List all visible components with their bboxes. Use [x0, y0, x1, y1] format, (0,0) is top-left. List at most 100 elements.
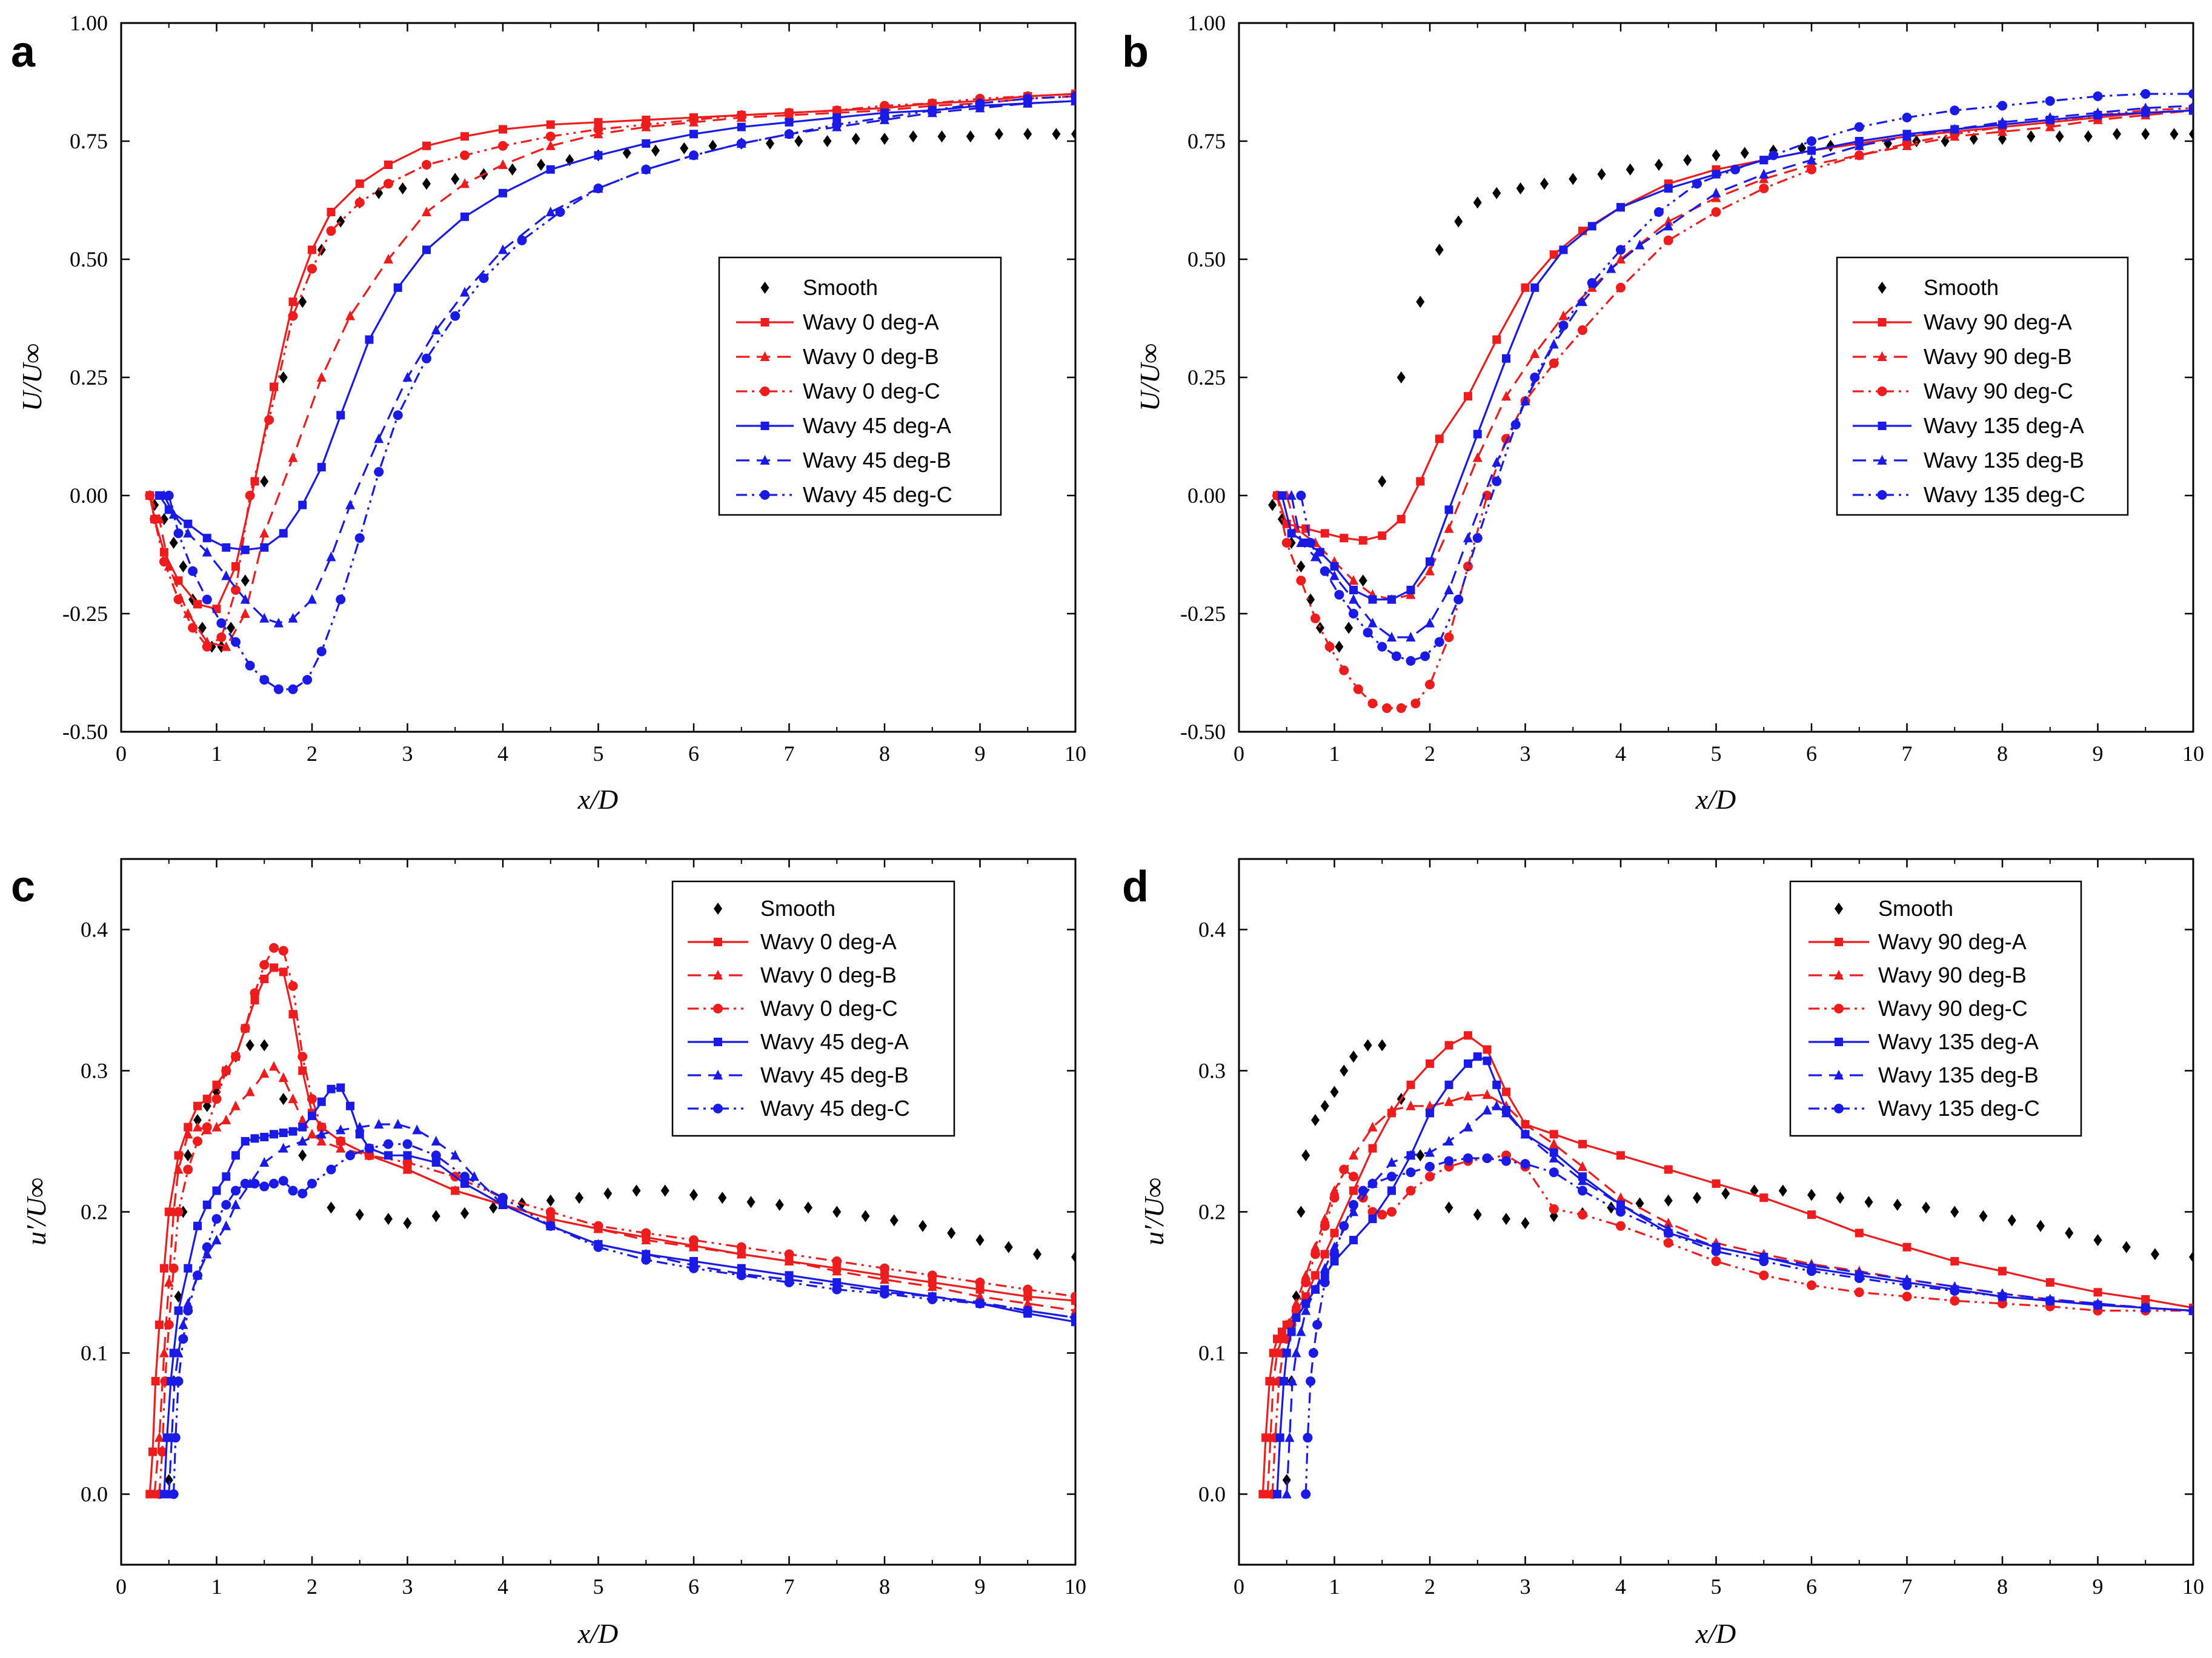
data-point — [880, 1288, 889, 1299]
data-point — [1349, 1236, 1358, 1245]
panel-c-x-axis-label: x/D — [577, 1618, 618, 1649]
legend-marker — [760, 455, 770, 465]
legend-entry: Wavy 0 deg-A — [736, 310, 939, 334]
panel-d-x-axis-label: x/D — [1695, 1618, 1736, 1649]
data-point — [736, 1248, 746, 1259]
data-point — [784, 1256, 794, 1266]
legend-marker — [1878, 422, 1887, 430]
data-point — [422, 245, 431, 254]
data-point — [1864, 1196, 1873, 1209]
data-point — [450, 311, 460, 321]
data-point — [221, 570, 231, 580]
data-point — [393, 1119, 403, 1129]
data-point — [1902, 113, 1912, 122]
legend-entry: Smooth — [1835, 896, 1953, 921]
y-tick-label: 0.75 — [1187, 129, 1226, 153]
data-point — [784, 1278, 794, 1287]
data-point — [231, 637, 241, 647]
data-point — [1363, 628, 1373, 638]
legend-label: Wavy 135 deg-B — [1878, 1063, 2039, 1087]
data-point — [880, 1274, 889, 1284]
data-point — [1367, 617, 1378, 628]
data-point — [1286, 490, 1297, 500]
data-point — [1664, 184, 1673, 193]
legend-label: Smooth — [760, 896, 835, 921]
data-point — [927, 1294, 937, 1304]
data-point — [1836, 1192, 1845, 1204]
data-point — [1950, 124, 1960, 134]
data-point — [1464, 1059, 1472, 1068]
legend-marker — [1834, 1004, 1844, 1013]
data-point — [1349, 1199, 1358, 1210]
data-point — [1330, 562, 1339, 571]
data-point — [211, 1235, 222, 1245]
data-point — [1349, 1172, 1358, 1182]
data-point — [259, 612, 270, 623]
series-line-wavy-90-deg-c — [1271, 1154, 2193, 1494]
data-point — [1281, 1488, 1292, 1499]
data-point — [384, 1213, 393, 1225]
legend-marker — [760, 282, 769, 294]
panel-a-legend-box — [718, 256, 1002, 516]
panel-b: b 0 1 2 3 4 5 6 7 8 9 10 -0.50 -0.25 0.00 0.25 0.50 0.75… — [1122, 11, 2204, 815]
data-point — [2113, 128, 2121, 141]
legend-label: Wavy 0 deg-C — [803, 379, 940, 403]
data-point — [1998, 1298, 2007, 1308]
y-tick-label: 0.4 — [1198, 918, 1226, 942]
data-point — [1549, 358, 1559, 368]
panel-c-legend: Smooth Wavy 0 deg-A Wavy 0 deg-B Wavy 0 deg… — [671, 880, 955, 1137]
data-point — [966, 130, 975, 143]
data-point — [1340, 534, 1349, 543]
data-point — [1730, 164, 1740, 174]
data-point — [545, 131, 556, 142]
data-point — [1004, 1241, 1013, 1253]
data-point — [1549, 1167, 1559, 1178]
data-point — [1549, 1204, 1559, 1214]
data-point — [1420, 651, 1430, 662]
series-line-wavy-45-deg-b — [163, 100, 1075, 625]
data-point — [231, 562, 240, 571]
data-point — [498, 1199, 508, 1209]
data-point — [975, 1234, 985, 1247]
data-point — [1893, 1198, 1902, 1211]
legend-marker — [713, 970, 723, 980]
data-point — [1406, 1185, 1416, 1196]
data-point — [1854, 150, 1864, 161]
data-point — [1549, 1152, 1559, 1162]
y-tick-label: 0.25 — [1187, 365, 1226, 390]
data-point — [250, 1178, 260, 1189]
legend-label: Smooth — [803, 275, 878, 300]
data-point — [1759, 1193, 1769, 1202]
data-point — [384, 161, 393, 169]
x-tick-label: 7 — [1902, 1574, 1913, 1599]
data-point — [1759, 184, 1769, 193]
data-point — [1308, 1348, 1318, 1358]
data-point — [1297, 560, 1306, 572]
data-point — [316, 372, 327, 382]
data-point — [241, 1137, 250, 1146]
data-point — [1435, 434, 1444, 443]
data-point — [1549, 1130, 1558, 1139]
data-point — [784, 1249, 794, 1259]
y-tick-label: 0.0 — [81, 1482, 108, 1507]
data-point — [1558, 310, 1569, 320]
legend-marker — [1877, 455, 1887, 465]
data-point — [689, 1263, 699, 1273]
data-point — [202, 1242, 212, 1252]
series-wavy-135-deg-c — [1301, 1153, 2193, 1499]
data-point — [546, 1194, 555, 1207]
data-point — [1501, 1156, 1511, 1166]
data-point — [1501, 1107, 1511, 1118]
x-tick-label: 10 — [2182, 741, 2204, 766]
data-point — [193, 1221, 202, 1230]
data-point — [2189, 106, 2193, 115]
series-wavy-90-deg-b — [1263, 1089, 2193, 1499]
data-point — [1616, 1151, 1625, 1160]
data-point — [384, 1139, 393, 1149]
data-point — [1759, 168, 1769, 179]
x-tick-label: 0 — [116, 1574, 127, 1599]
data-point — [374, 467, 384, 477]
data-point — [1340, 1064, 1349, 1077]
data-point — [202, 1122, 212, 1132]
data-point — [1492, 457, 1502, 467]
